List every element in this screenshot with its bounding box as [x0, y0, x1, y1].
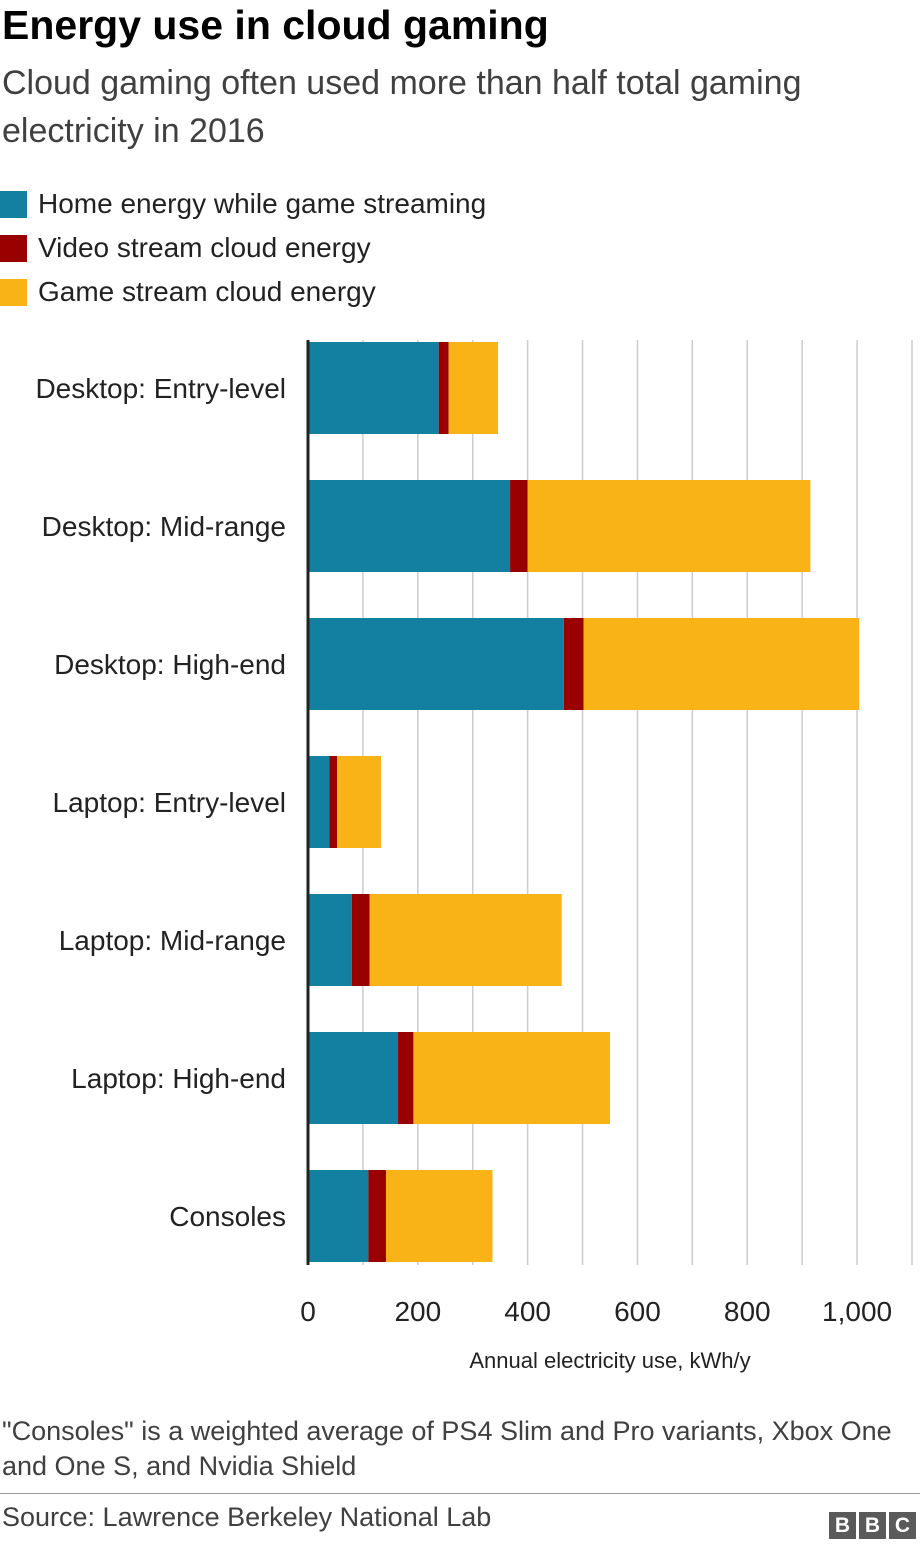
x-tick-label: 1,000 [822, 1296, 892, 1327]
legend-swatch [0, 234, 27, 262]
category-label: Laptop: High-end [71, 1063, 286, 1094]
bar-segment [369, 894, 562, 986]
footnote: "Consoles" is a weighted average of PS4 … [2, 1416, 892, 1482]
bar-segment [308, 756, 330, 848]
legend-label: Game stream cloud energy [38, 276, 376, 307]
bar-segment [413, 1032, 610, 1124]
bbc-logo-letter: C [889, 1512, 916, 1539]
bar-segment [308, 342, 439, 434]
legend: Home energy while game streaming Video s… [0, 182, 486, 314]
bar-segment [385, 1170, 493, 1262]
bar-segment [337, 756, 382, 848]
category-label: Laptop: Entry-level [53, 787, 286, 818]
bar-segment [351, 894, 370, 986]
bar-segment [510, 480, 528, 572]
bar-segment [448, 342, 498, 434]
legend-item-game-stream: Game stream cloud energy [0, 270, 486, 314]
bar-segment [308, 618, 564, 710]
bar-segment [308, 480, 511, 572]
chart-title: Energy use in cloud gaming [2, 2, 549, 48]
x-tick-label: 400 [504, 1296, 551, 1327]
legend-swatch [0, 278, 27, 306]
bbc-logo-letter: B [829, 1512, 856, 1539]
category-label: Desktop: Entry-level [35, 373, 286, 404]
x-tick-label: 600 [614, 1296, 661, 1327]
category-label: Desktop: High-end [54, 649, 286, 680]
bar-segment [308, 1170, 369, 1262]
bar-segment [583, 618, 860, 710]
chart-subtitle: Cloud gaming often used more than half t… [2, 64, 802, 150]
x-axis-title: Annual electricity use, kWh/y [469, 1348, 750, 1373]
bar-segment [308, 1032, 399, 1124]
bars [308, 342, 860, 1262]
bar-segment [563, 618, 584, 710]
bbc-logo: B B C [829, 1512, 916, 1539]
bar-chart: Desktop: Entry-level Desktop: Mid-range De… [35, 340, 913, 1373]
bar-segment [398, 1032, 414, 1124]
x-tick-labels: 0 200 400 600 800 1,000 [300, 1296, 892, 1327]
x-tick-label: 0 [300, 1296, 316, 1327]
category-label: Desktop: Mid-range [42, 511, 286, 542]
x-tick-label: 800 [724, 1296, 771, 1327]
bar-segment [308, 894, 352, 986]
gridlines [362, 340, 913, 1265]
category-labels: Desktop: Entry-level Desktop: Mid-range De… [35, 373, 286, 1232]
footer-divider [0, 1493, 920, 1494]
legend-item-home-energy: Home energy while game streaming [0, 182, 486, 226]
legend-item-video-stream: Video stream cloud energy [0, 226, 486, 270]
category-label: Laptop: Mid-range [59, 925, 286, 956]
category-label: Consoles [169, 1201, 286, 1232]
legend-label: Home energy while game streaming [38, 188, 487, 219]
bar-segment [527, 480, 811, 572]
bar-segment [438, 342, 449, 434]
source-note: Source: Lawrence Berkeley National Lab [2, 1502, 492, 1532]
bar-segment [368, 1170, 386, 1262]
x-tick-label: 200 [394, 1296, 441, 1327]
bbc-logo-letter: B [859, 1512, 886, 1539]
bar-segment [329, 756, 338, 848]
legend-label: Video stream cloud energy [38, 232, 371, 263]
legend-swatch [0, 190, 27, 218]
